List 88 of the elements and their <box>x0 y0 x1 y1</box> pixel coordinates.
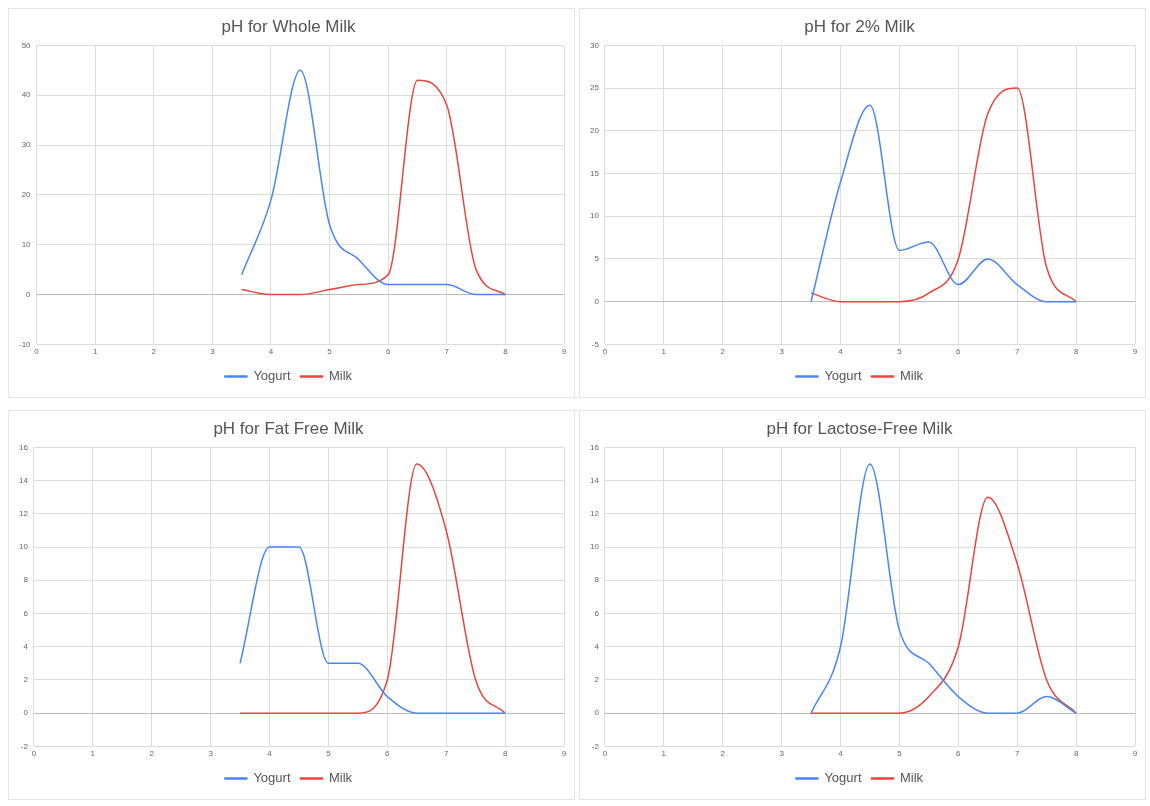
y-tick-label: -2 <box>20 741 29 751</box>
x-tick-label: 9 <box>561 749 567 759</box>
x-tick-label: 9 <box>1132 749 1138 759</box>
x-tick-label: 2 <box>720 749 726 759</box>
x-tick-label: 4 <box>838 749 844 759</box>
chart-title: pH for Fat Free Milk <box>213 418 365 438</box>
legend-label: Yogurt <box>824 770 862 786</box>
x-tick-label: 6 <box>956 749 962 759</box>
x-tick-label: 7 <box>443 749 449 759</box>
chart-title: pH for Lactose-Free Milk <box>766 418 954 438</box>
x-tick-label: 0 <box>602 347 608 357</box>
legend-label: Milk <box>329 770 353 786</box>
x-tick-label: 1 <box>661 347 667 357</box>
y-tick-label: 0 <box>26 289 32 299</box>
y-tick-label: 8 <box>594 575 600 585</box>
y-tick-label: 20 <box>21 190 32 200</box>
y-tick-label: 14 <box>18 475 29 485</box>
x-tick-label: 8 <box>1073 749 1079 759</box>
y-tick-label: 40 <box>21 90 32 100</box>
x-tick-label: 4 <box>268 347 274 357</box>
y-tick-label: 50 <box>21 40 32 50</box>
x-tick-label: 2 <box>720 347 726 357</box>
y-tick-label: -5 <box>591 339 600 349</box>
y-tick-label: 0 <box>23 708 29 718</box>
x-tick-label: 1 <box>661 749 667 759</box>
x-tick-label: 5 <box>897 749 903 759</box>
y-tick-label: 0 <box>594 296 600 306</box>
x-tick-label: 4 <box>267 749 273 759</box>
y-tick-label: 6 <box>594 608 600 618</box>
y-tick-label: 10 <box>21 239 32 249</box>
x-tick-label: 3 <box>779 749 785 759</box>
x-tick-label: 7 <box>444 347 450 357</box>
y-tick-label: 10 <box>18 542 29 552</box>
x-tick-label: 9 <box>1132 347 1138 357</box>
y-tick-label: 16 <box>589 442 600 452</box>
x-tick-label: 4 <box>838 347 844 357</box>
y-tick-label: 4 <box>23 641 29 651</box>
y-tick-label: 20 <box>589 126 600 136</box>
chart-title: pH for Whole Milk <box>221 16 357 36</box>
x-tick-label: 0 <box>34 347 40 357</box>
y-tick-label: -10 <box>19 339 32 349</box>
y-tick-label: 2 <box>23 675 29 685</box>
x-tick-label: 3 <box>208 749 214 759</box>
y-tick-label: 14 <box>589 475 600 485</box>
x-tick-label: 5 <box>327 347 333 357</box>
y-tick-label: 30 <box>589 40 600 50</box>
legend-label: Yogurt <box>253 368 291 384</box>
y-tick-label: 6 <box>23 608 29 618</box>
y-tick-label: 8 <box>23 575 29 585</box>
chart-title: pH for 2% Milk <box>804 16 916 36</box>
y-tick-label: 4 <box>594 641 600 651</box>
x-tick-label: 1 <box>92 347 98 357</box>
x-tick-label: 1 <box>90 749 96 759</box>
legend-label: Milk <box>900 770 924 786</box>
x-tick-label: 3 <box>210 347 216 357</box>
x-tick-label: 2 <box>149 749 155 759</box>
y-tick-label: 16 <box>18 442 29 452</box>
y-tick-label: -2 <box>591 741 600 751</box>
y-tick-label: 12 <box>589 509 600 519</box>
y-tick-label: 25 <box>589 83 600 93</box>
y-tick-label: 10 <box>589 211 600 221</box>
x-tick-label: 6 <box>385 347 391 357</box>
x-tick-label: 0 <box>602 749 608 759</box>
x-tick-label: 3 <box>779 347 785 357</box>
x-tick-label: 7 <box>1014 347 1020 357</box>
y-tick-label: 2 <box>594 675 600 685</box>
x-tick-label: 8 <box>502 749 508 759</box>
y-tick-label: 30 <box>21 140 32 150</box>
x-tick-label: 5 <box>897 347 903 357</box>
x-tick-label: 2 <box>151 347 157 357</box>
x-tick-label: 6 <box>385 749 391 759</box>
x-tick-label: 9 <box>561 347 567 357</box>
x-tick-label: 8 <box>503 347 509 357</box>
y-tick-label: 10 <box>589 542 600 552</box>
legend-label: Milk <box>329 368 353 384</box>
legend-label: Milk <box>900 368 924 384</box>
line-series <box>239 463 506 714</box>
y-tick-label: 0 <box>594 708 600 718</box>
y-tick-label: 12 <box>18 509 29 519</box>
x-tick-label: 5 <box>326 749 332 759</box>
x-tick-label: 6 <box>956 347 962 357</box>
y-tick-label: 15 <box>589 168 600 178</box>
x-tick-label: 7 <box>1014 749 1020 759</box>
legend-label: Yogurt <box>253 770 291 786</box>
line-series <box>239 546 506 714</box>
y-tick-label: 5 <box>594 254 600 264</box>
legend-label: Yogurt <box>824 368 862 384</box>
x-tick-label: 8 <box>1073 347 1079 357</box>
